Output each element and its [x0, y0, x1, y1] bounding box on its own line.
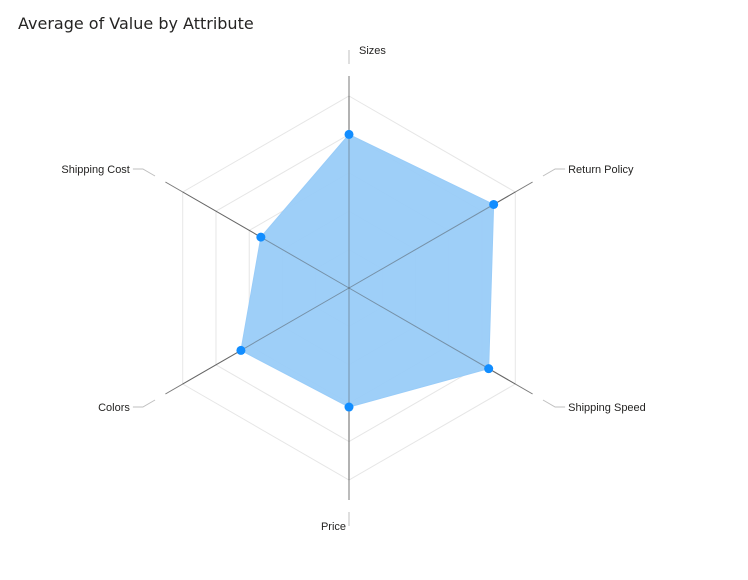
data-point-shipping-cost [256, 232, 266, 242]
data-point-sizes [344, 129, 354, 139]
label-leader-shipping-cost [132, 168, 156, 177]
series-point-layer [236, 129, 499, 412]
data-point-return-policy [489, 199, 499, 209]
axis-label-shipping-speed: Shipping Speed [568, 402, 646, 414]
axis-spoke-overlay-colors [182, 287, 350, 385]
data-point-colors [236, 345, 246, 355]
axis-label-layer: Sizes Return Policy Shipping Speed Price Col… [61, 45, 645, 533]
axis-label-shipping-cost: Shipping Cost [61, 164, 130, 176]
data-point-price [344, 402, 354, 412]
axis-spoke-overlay-shipping-cost [182, 191, 350, 289]
label-leader-shipping-speed [542, 399, 566, 408]
axis-spoke-overlay-return-policy [348, 191, 516, 289]
axis-label-price: Price [321, 521, 346, 533]
chart-title: Average of Value by Attribute [18, 14, 254, 33]
axis-label-colors: Colors [98, 402, 130, 414]
label-leader-return-policy [542, 168, 566, 177]
data-point-shipping-speed [484, 364, 494, 374]
label-leader-colors [132, 399, 156, 408]
label-leader-layer [132, 50, 566, 526]
axis-label-sizes: Sizes [359, 45, 386, 57]
axis-label-return-policy: Return Policy [568, 164, 634, 176]
series-area-layer [182, 96, 516, 480]
